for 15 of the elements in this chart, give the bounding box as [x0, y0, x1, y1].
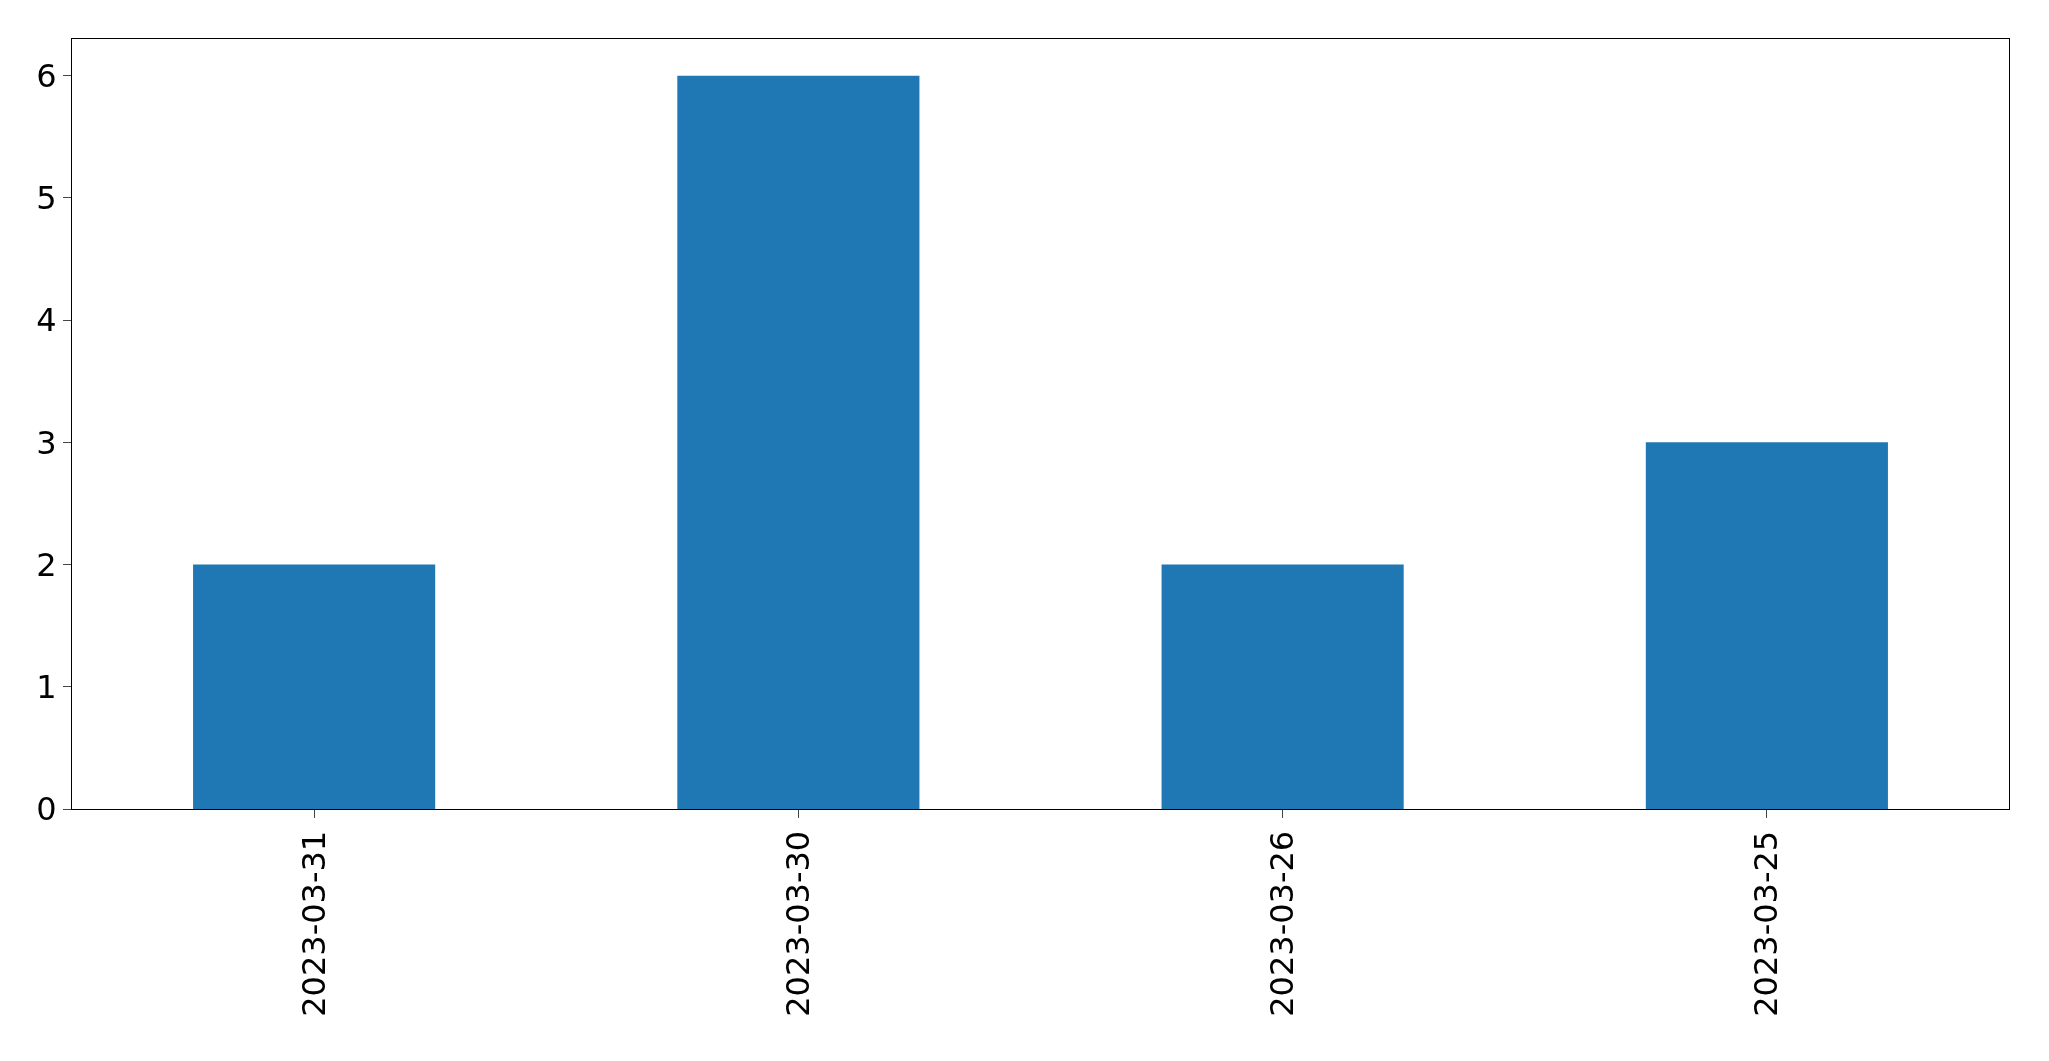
bar [1161, 564, 1404, 809]
x-tick-label: 2023-03-26 [1263, 830, 1302, 1017]
bar [193, 564, 436, 809]
y-tick-label: 0 [36, 790, 57, 829]
x-tick-label: 2023-03-31 [294, 830, 333, 1017]
x-tick-label: 2023-03-30 [778, 830, 817, 1017]
y-tick-label: 2 [36, 545, 57, 584]
y-tick-label: 6 [36, 56, 57, 95]
y-tick-label: 5 [36, 179, 57, 218]
y-tick-label: 4 [36, 301, 57, 340]
x-tick-label: 2023-03-25 [1747, 830, 1786, 1017]
bar [1645, 442, 1888, 809]
y-tick-label: 3 [36, 423, 57, 462]
y-tick-label: 1 [36, 667, 57, 706]
bar [677, 75, 920, 809]
